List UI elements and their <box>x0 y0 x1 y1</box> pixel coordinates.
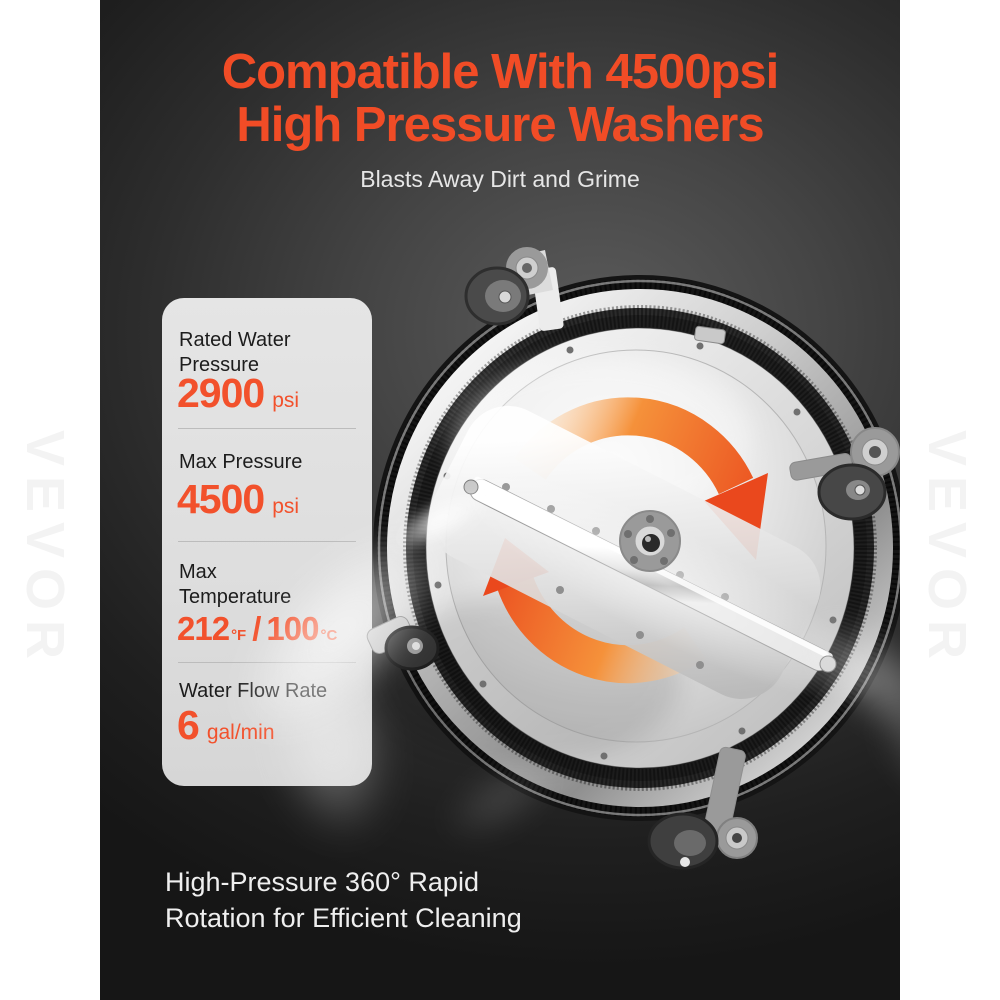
spec-panel: Rated Water Pressure 2900 psi Max Pressu… <box>162 298 372 786</box>
spec-unit: psi <box>272 495 300 518</box>
left-white-bar: VEVOR <box>0 0 100 1000</box>
divider <box>178 428 356 429</box>
spec-separator: / <box>252 610 261 647</box>
spec-label-max-temperature: Max Temperature <box>179 561 292 608</box>
spec-label-water-flow: Water Flow Rate <box>179 680 328 702</box>
brand-watermark: VEVOR <box>15 430 75 670</box>
title-line-2: High Pressure Washers <box>236 98 764 152</box>
spec-value-rated-pressure: 2900 psi <box>177 370 299 417</box>
spec-unit: gal/min <box>206 721 275 744</box>
subtitle: Blasts Away Dirt and Grime <box>360 166 640 192</box>
title-line-1: Compatible With 4500psi <box>221 45 780 99</box>
spec-unit: psi <box>272 389 300 412</box>
spec-number: 4500 <box>177 476 265 522</box>
spec-label-max-pressure: Max Pressure <box>179 451 303 473</box>
spec-label-rated-pressure: Rated Water Pressure <box>179 329 291 376</box>
spec-value-max-pressure: 4500 psi <box>177 476 299 523</box>
spec-value-water-flow: 6 gal/min <box>177 702 275 749</box>
caption-line-1: High-Pressure 360° Rapid <box>165 867 479 897</box>
brand-watermark: VEVOR <box>917 430 977 670</box>
spec-number: 2900 <box>177 370 265 416</box>
caption-line-2: Rotation for Efficient Cleaning <box>165 903 522 933</box>
caption: High-Pressure 360° Rapid Rotation for Ef… <box>165 864 522 936</box>
right-white-bar: VEVOR <box>900 0 1000 1000</box>
page-title: Compatible With 4500psi High Pressure Wa… <box>0 46 1000 152</box>
spec-unit: °C <box>320 627 338 644</box>
spec-number: 6 <box>177 702 200 748</box>
spec-unit: °F <box>231 627 247 644</box>
divider <box>178 662 356 663</box>
spec-number: 212 <box>177 610 230 647</box>
spec-value-max-temperature: 212 °F / 100 °C <box>177 610 337 648</box>
divider <box>178 541 356 542</box>
spec-number: 100 <box>266 610 319 647</box>
